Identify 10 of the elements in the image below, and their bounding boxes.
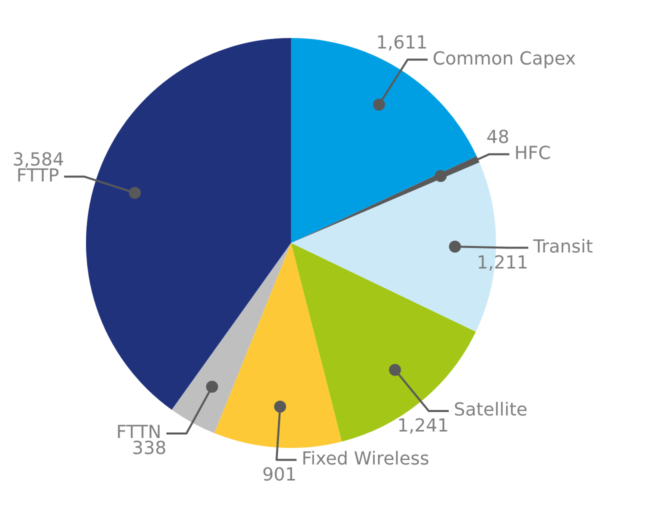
slice-label: Common Capex [432,48,576,70]
slice-label: Satellite [454,400,528,421]
data-label: 1,241 [397,416,449,437]
data-label: 1,211 [476,252,528,274]
slice-label: Transit [532,236,593,258]
data-label: 901 [262,464,297,486]
data-label: 48 [486,126,510,148]
slice-label: HFC [514,142,551,164]
slice-label: Fixed Wireless [302,448,430,470]
data-label: 1,611 [376,32,428,54]
